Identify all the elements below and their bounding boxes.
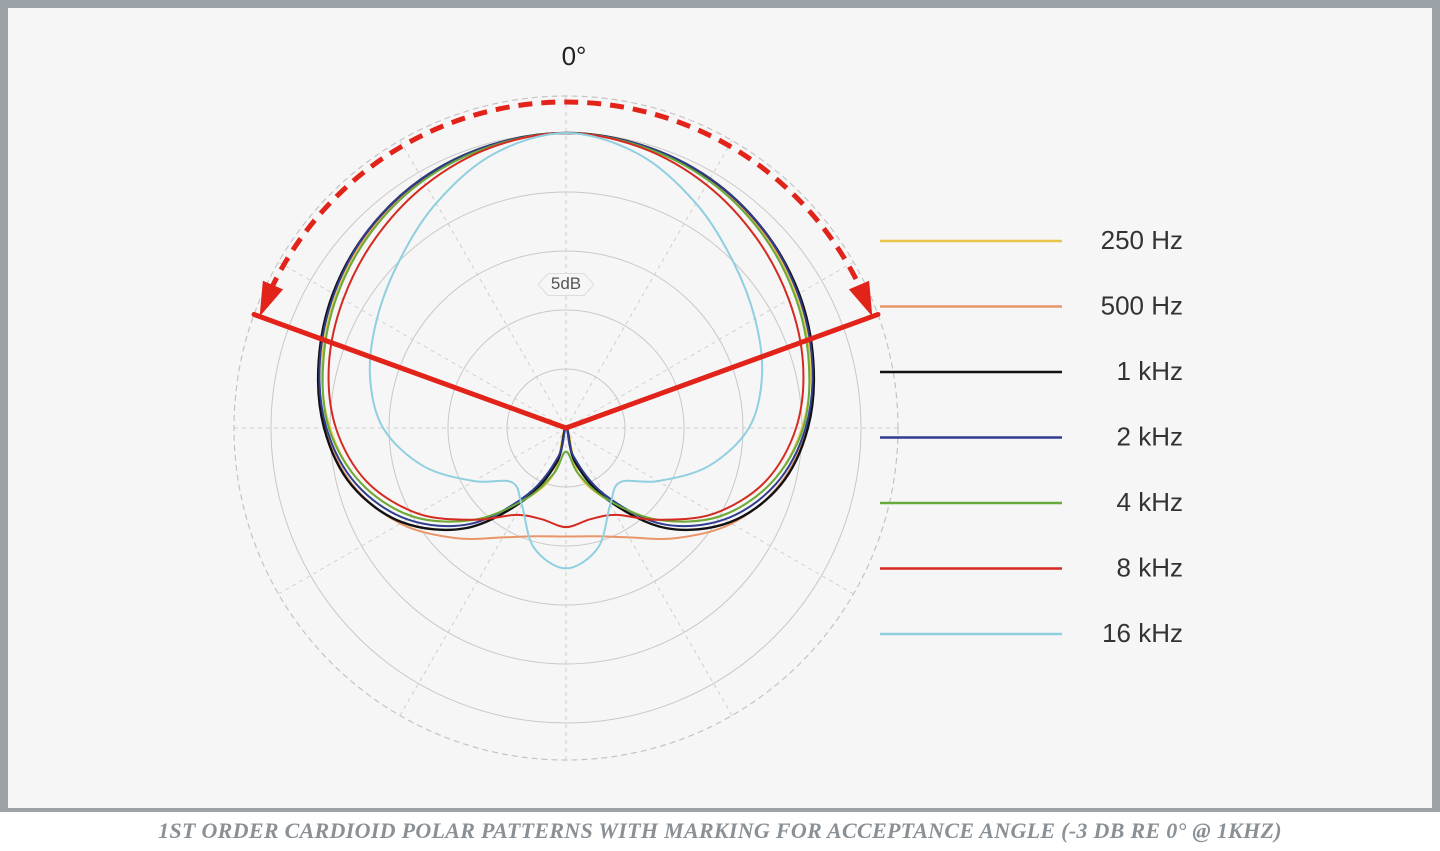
legend-label: 4 kHz <box>1117 487 1183 517</box>
figure-background <box>8 8 1432 808</box>
ring-label-box <box>537 273 595 296</box>
legend-label: 2 kHz <box>1117 421 1183 451</box>
pattern-curve <box>327 131 805 529</box>
pattern-curve <box>368 131 764 570</box>
legend-label: 500 Hz <box>1101 290 1183 320</box>
ring-label: 5dB <box>551 274 581 293</box>
acceptance-line <box>251 311 569 431</box>
theta-tick-label: 0° <box>562 41 587 71</box>
legend-label: 250 Hz <box>1101 225 1183 255</box>
pattern-curve <box>321 131 811 523</box>
legend-label: 16 kHz <box>1102 618 1183 648</box>
acceptance-arrowhead <box>848 280 873 317</box>
acceptance-arrowhead <box>259 280 284 317</box>
caption: 1ST ORDER CARDIOID POLAR PATTERNS WITH M… <box>158 818 1282 843</box>
acceptance-line <box>563 311 881 431</box>
acceptance-arc <box>268 99 864 292</box>
grid-ring <box>447 309 685 547</box>
legend-label: 1 kHz <box>1117 356 1183 386</box>
legend-label: 8 kHz <box>1117 552 1183 582</box>
